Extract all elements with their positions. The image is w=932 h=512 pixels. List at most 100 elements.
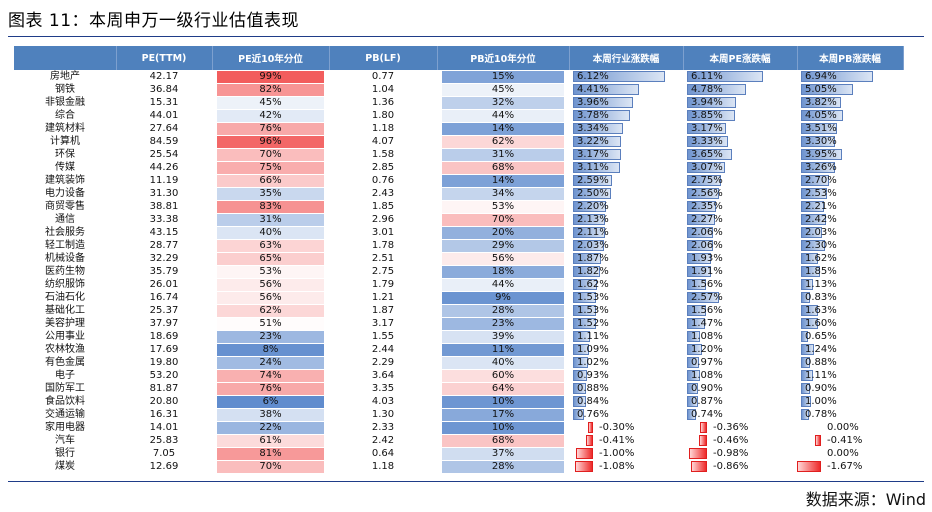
pb-percentile-value: 62% bbox=[442, 135, 564, 148]
pe-percentile: 63% bbox=[212, 239, 329, 252]
pb-percentile-value: 31% bbox=[442, 148, 564, 161]
pe-change-label: 4.78% bbox=[691, 84, 723, 95]
pb-change-bar bbox=[801, 253, 818, 264]
pe-ttm: 35.79 bbox=[149, 266, 179, 277]
pe-change-label: 1.93% bbox=[691, 253, 723, 264]
header-pb: PB(LF) bbox=[329, 46, 438, 70]
industry-name: 煤炭 bbox=[55, 461, 75, 472]
pb-percentile: 70% bbox=[437, 213, 569, 226]
pb-percentile-value: 23% bbox=[442, 317, 564, 330]
pe-percentile-value: 38% bbox=[217, 408, 324, 421]
pb-change-bar bbox=[801, 201, 824, 212]
pb-change: 0.65% bbox=[797, 330, 903, 343]
industry-change-bar bbox=[573, 136, 622, 147]
pe-change: 3.65% bbox=[683, 148, 797, 161]
industry-change-bar bbox=[573, 357, 589, 368]
pb-change-label: 1.00% bbox=[805, 396, 837, 407]
pe-change-bar bbox=[700, 422, 707, 433]
pb-change: 2.70% bbox=[797, 174, 903, 187]
pb-change-label: 1.13% bbox=[805, 279, 837, 290]
industry-name: 社会服务 bbox=[45, 227, 85, 238]
pb-lf: 0.64 bbox=[371, 448, 395, 459]
table-row: 国防军工 81.87 76% 3.35 64% 0.88% 0.90% 0.90% bbox=[14, 382, 903, 395]
pe-change-label: 2.75% bbox=[691, 175, 723, 186]
pb-change-bar bbox=[801, 97, 841, 108]
industry-name: 食品饮料 bbox=[45, 396, 85, 407]
pb-lf: 3.01 bbox=[371, 227, 395, 238]
header-pe-change: 本周PE涨跌幅 bbox=[683, 46, 798, 70]
industry-change: 4.41% bbox=[569, 83, 683, 96]
pe-percentile-value: 66% bbox=[217, 174, 324, 187]
industry-name: 家用电器 bbox=[45, 422, 85, 433]
pe-percentile: 56% bbox=[212, 278, 329, 291]
pe-change: 1.08% bbox=[683, 330, 797, 343]
pe-change-label: 3.94% bbox=[691, 97, 723, 108]
pe-percentile: 56% bbox=[212, 291, 329, 304]
pe-change-label: 3.17% bbox=[691, 123, 723, 134]
pe-change: 0.97% bbox=[683, 356, 797, 369]
table-row: 交通运输 16.31 38% 1.30 17% 0.76% 0.74% 0.78% bbox=[14, 408, 903, 421]
pb-change: 6.94% bbox=[797, 70, 903, 83]
industry-change-label: 1.53% bbox=[577, 305, 609, 316]
industry-change-label: 3.11% bbox=[577, 162, 609, 173]
pe-percentile: 6% bbox=[212, 395, 329, 408]
pe-change-bar bbox=[687, 318, 706, 329]
pe-change-label: 2.06% bbox=[691, 240, 723, 251]
pe-change: 2.35% bbox=[683, 200, 797, 213]
industry-change: 0.84% bbox=[569, 395, 683, 408]
pb-change-bar bbox=[801, 162, 835, 173]
pb-change: 1.24% bbox=[797, 343, 903, 356]
pb-percentile: 9% bbox=[437, 291, 569, 304]
pb-change: 1.60% bbox=[797, 317, 903, 330]
industry-change-bar bbox=[573, 214, 606, 225]
pb-percentile: 62% bbox=[437, 135, 569, 148]
pe-change: 4.78% bbox=[683, 83, 797, 96]
pe-ttm: 38.81 bbox=[149, 201, 179, 212]
pe-percentile-value: 31% bbox=[217, 213, 324, 226]
industry-name: 非银金融 bbox=[45, 97, 85, 108]
pb-percentile: 29% bbox=[437, 239, 569, 252]
pe-percentile-value: 40% bbox=[217, 226, 324, 239]
industry-change-label: 1.02% bbox=[577, 357, 609, 368]
industry-change-bar bbox=[573, 331, 590, 342]
pe-percentile: 76% bbox=[212, 382, 329, 395]
pe-change-bar bbox=[687, 175, 722, 186]
industry-change: 0.88% bbox=[569, 382, 683, 395]
industry-change-bar bbox=[573, 149, 621, 160]
pe-change: 6.11% bbox=[683, 70, 797, 83]
pb-change: 1.85% bbox=[797, 265, 903, 278]
industry-change-bar bbox=[573, 292, 596, 303]
industry-change-bar bbox=[573, 318, 596, 329]
pe-percentile-value: 6% bbox=[217, 395, 324, 408]
pb-change-label: 2.42% bbox=[805, 214, 837, 225]
industry-change-bar bbox=[573, 409, 585, 420]
pe-percentile: 31% bbox=[212, 213, 329, 226]
table-row: 食品饮料 20.80 6% 4.03 10% 0.84% 0.87% 1.00% bbox=[14, 395, 903, 408]
pe-percentile-value: 81% bbox=[217, 447, 324, 460]
pe-percentile-value: 99% bbox=[217, 70, 324, 83]
pb-lf: 2.33 bbox=[371, 422, 395, 433]
pb-change-bar bbox=[801, 279, 813, 290]
pb-change-label: 2.53% bbox=[805, 188, 837, 199]
pe-ttm: 31.30 bbox=[149, 188, 179, 199]
pe-ttm: 11.19 bbox=[149, 175, 179, 186]
pe-change: 3.17% bbox=[683, 122, 797, 135]
table-row: 汽车 25.83 61% 2.42 68% -0.41% -0.46% -0.41% bbox=[14, 434, 903, 447]
industry-change: 1.02% bbox=[569, 356, 683, 369]
pe-ttm: 43.15 bbox=[149, 227, 179, 238]
pb-percentile: 39% bbox=[437, 330, 569, 343]
industry-change-bar bbox=[573, 175, 612, 186]
pb-percentile: 28% bbox=[437, 304, 569, 317]
pb-percentile: 10% bbox=[437, 395, 569, 408]
pe-change-bar bbox=[687, 110, 735, 121]
pb-percentile-value: 15% bbox=[442, 70, 564, 83]
header-industry bbox=[14, 46, 117, 70]
industry-change: 0.76% bbox=[569, 408, 683, 421]
pe-change-bar bbox=[689, 448, 707, 459]
industry-change: 2.59% bbox=[569, 174, 683, 187]
pe-change-bar bbox=[687, 162, 726, 173]
pe-change-bar bbox=[687, 201, 717, 212]
pe-percentile-value: 83% bbox=[217, 200, 324, 213]
pb-change-label: 4.05% bbox=[805, 110, 837, 121]
pe-ttm: 25.54 bbox=[149, 149, 179, 160]
